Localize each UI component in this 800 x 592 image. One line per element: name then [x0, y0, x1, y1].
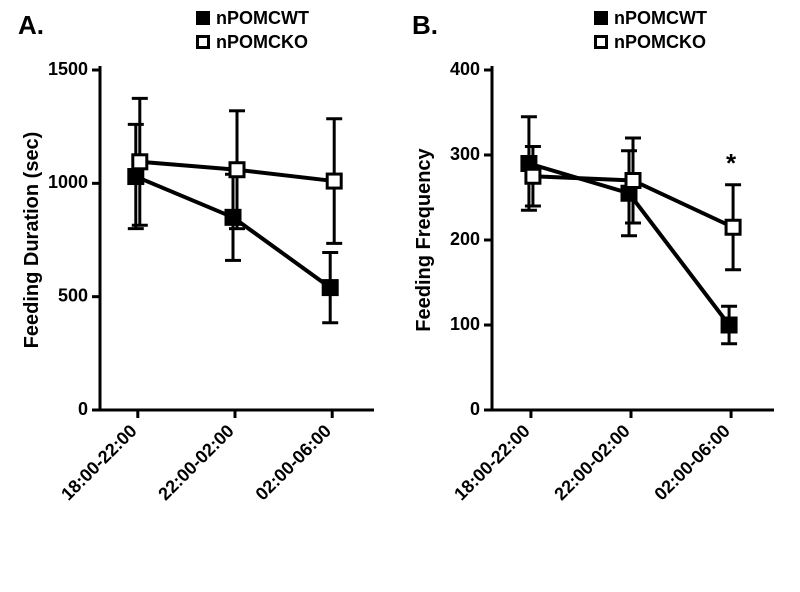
svg-text:Feeding Duration (sec): Feeding Duration (sec)	[21, 132, 43, 349]
panel-a-chart: 0 500 1000 1500 Feeding Duration (sec) 18:00-…	[0, 0, 400, 592]
svg-text:18:00-22:00: 18:00-22:00	[57, 421, 140, 504]
svg-text:*: *	[726, 148, 737, 178]
figure-root: A. nPOMCWT nPOMCKO B. nPOMCWT nPOMCKO 05…	[0, 0, 800, 592]
svg-text:18:00-22:00: 18:00-22:00	[450, 421, 533, 504]
svg-text:400: 400	[450, 59, 480, 79]
svg-text:200: 200	[450, 229, 480, 249]
svg-text:1500: 1500	[48, 59, 88, 79]
svg-text:100: 100	[450, 314, 480, 334]
svg-text:02:00-06:00: 02:00-06:00	[252, 421, 335, 504]
svg-text:Feeding Frequency: Feeding Frequency	[413, 147, 435, 331]
panel-b-chart: 0 100 200 300 400 Feeding Frequency 18:00-22:0…	[400, 0, 800, 592]
svg-text:22:00-02:00: 22:00-02:00	[550, 421, 633, 504]
svg-text:02:00-06:00: 02:00-06:00	[650, 421, 733, 504]
svg-text:300: 300	[450, 144, 480, 164]
svg-text:1000: 1000	[48, 172, 88, 192]
svg-text:22:00-02:00: 22:00-02:00	[154, 421, 237, 504]
svg-text:0: 0	[78, 399, 88, 419]
svg-text:500: 500	[58, 285, 88, 305]
svg-text:0: 0	[470, 399, 480, 419]
